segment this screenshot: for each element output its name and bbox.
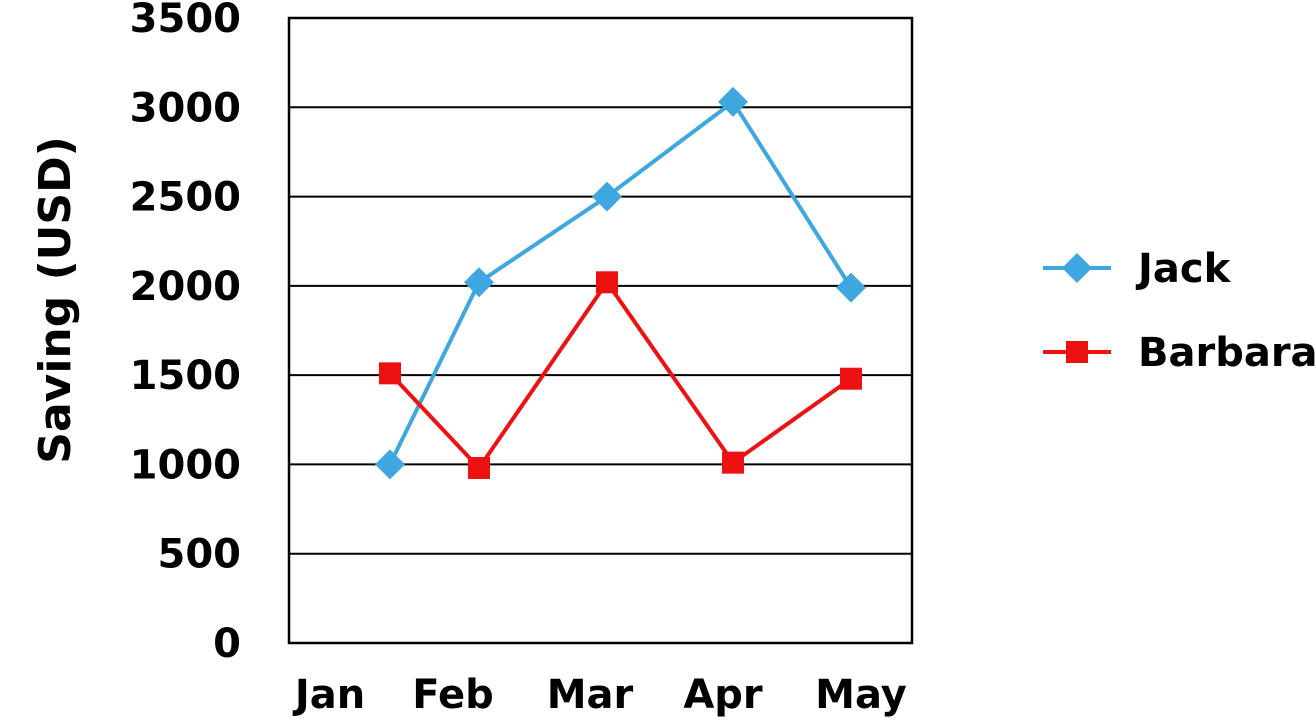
x-tick-label: Apr [683,672,763,718]
data-point [468,457,490,479]
legend-marker [1062,253,1092,283]
y-tick-labels: 0 500 1000 1500 2000 2500 3000 3500 [130,0,241,667]
y-tick-label: 1500 [130,353,241,399]
data-point [840,367,862,390]
y-tick-label: 2500 [130,175,241,221]
data-point [592,181,622,212]
legend: Jack Barbara [1043,246,1316,376]
data-point [836,272,866,303]
data-point [596,271,618,294]
x-tick-label: Jan [292,672,365,718]
y-tick-label: 2000 [130,264,241,310]
y-tick-label: 3500 [130,0,241,42]
legend-label: Barbara [1138,330,1316,376]
grid-lines [289,106,912,555]
data-point [464,267,494,298]
y-axis-title: Saving (USD) [30,136,81,463]
x-tick-labels: Jan Feb Mar Apr May [292,672,907,718]
data-point [375,449,405,480]
data-point [722,451,744,474]
y-tick-label: 1000 [130,442,241,488]
series-line [388,99,853,466]
x-tick-label: Mar [547,672,634,718]
legend-marker [1066,341,1088,363]
y-tick-label: 0 [213,621,241,667]
data-point [379,362,401,385]
plot-frame [287,16,914,645]
series [375,86,866,480]
legend-item: Jack [1043,246,1232,292]
y-tick-label: 3000 [130,85,241,131]
x-tick-label: May [815,672,907,718]
series-jack [375,86,866,480]
series-barbara [379,271,862,479]
data-point [718,86,748,117]
x-tick-label: Feb [412,672,493,718]
legend-item: Barbara [1043,330,1316,376]
legend-label: Jack [1135,246,1232,292]
y-tick-label: 500 [158,532,242,578]
